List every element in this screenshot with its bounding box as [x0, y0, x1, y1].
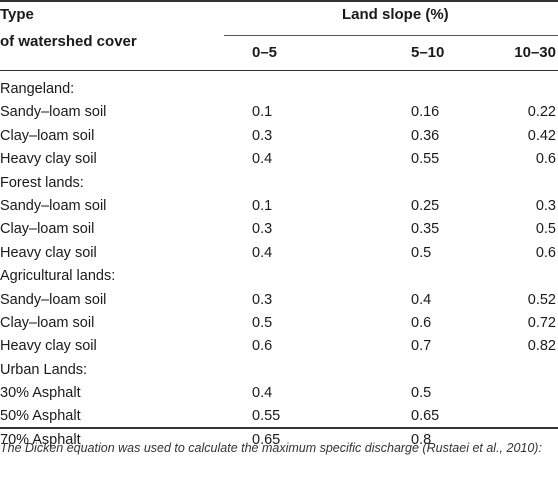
table-row: 70% Asphalt 0.65 0.8: [0, 430, 558, 453]
row-value: 0.3: [535, 197, 556, 214]
row-label: Clay–loam soil: [0, 127, 95, 144]
row-value: 0.1: [252, 197, 273, 214]
row-value: 0.16: [411, 104, 440, 121]
header-col-0-5: 0–5: [252, 44, 278, 61]
table-row: Forest lands:: [0, 173, 558, 196]
table-row: Clay–loam soil 0.3 0.36 0.42: [0, 126, 558, 149]
row-value: 0.6: [252, 338, 273, 355]
table-row: Sandy–loam soil 0.1 0.25 0.3: [0, 196, 558, 219]
table-row: 50% Asphalt 0.55 0.65: [0, 406, 558, 429]
row-value: 0.4: [252, 244, 273, 261]
row-value: 0.35: [411, 221, 440, 238]
row-label: Rangeland:: [0, 81, 75, 97]
row-label: Clay–loam soil: [0, 221, 95, 238]
row-label: 50% Asphalt: [0, 408, 81, 425]
row-value: 0.5: [411, 244, 432, 261]
header-col-5-10: 5–10: [411, 44, 445, 61]
row-label: Agricultural lands:: [0, 268, 116, 285]
row-value: 0.52: [527, 291, 556, 308]
table-top-rule: [0, 0, 558, 2]
row-value: 0.1: [252, 104, 273, 121]
table-row: 30% Asphalt 0.4 0.5: [0, 383, 558, 406]
row-value: 0.3: [252, 291, 273, 308]
header-bottom-rule: [0, 70, 558, 71]
table-row: Heavy clay soil 0.4 0.55 0.6: [0, 149, 558, 172]
row-value: 0.65: [411, 408, 440, 425]
table-row: Agricultural lands:: [0, 266, 558, 289]
table-row: Rangeland:: [0, 79, 558, 102]
row-value: 0.7: [411, 338, 432, 355]
row-value: 0.65: [252, 431, 281, 448]
table-row: Heavy clay soil 0.6 0.7 0.82: [0, 336, 558, 359]
row-value: 0.55: [252, 408, 281, 425]
table-row: Heavy clay soil 0.4 0.5 0.6: [0, 243, 558, 266]
row-label: Forest lands:: [0, 174, 84, 191]
row-value: 0.22: [527, 104, 556, 121]
table-row: Sandy–loam soil 0.3 0.4 0.52: [0, 290, 558, 313]
row-label: Urban Lands:: [0, 361, 88, 378]
row-value: 0.8: [411, 431, 432, 448]
row-value: 0.3: [252, 127, 273, 144]
row-value: 0.82: [527, 338, 556, 355]
row-value: 0.6: [535, 244, 556, 261]
row-value: 0.4: [252, 385, 273, 402]
row-label: Heavy clay soil: [0, 338, 97, 355]
table-row: Urban Lands:: [0, 360, 558, 383]
row-value: 0.5: [535, 221, 556, 238]
row-label: Sandy–loam soil: [0, 197, 107, 214]
row-label: Heavy clay soil: [0, 244, 97, 261]
row-value: 0.25: [411, 197, 440, 214]
table-body: Rangeland: Sandy–loam soil 0.1 0.16 0.22 Clay…: [0, 79, 558, 453]
row-value: 0.4: [252, 151, 273, 168]
row-value: 0.72: [527, 314, 556, 331]
row-value: 0.4: [411, 291, 432, 308]
table-footnote: The Dicken equation was used to calculat…: [0, 441, 542, 455]
row-value: 0.6: [535, 151, 556, 168]
row-label: 70% Asphalt: [0, 431, 81, 448]
table-row: Clay–loam soil 0.5 0.6 0.72: [0, 313, 558, 336]
row-value: 0.55: [411, 151, 440, 168]
row-label: Sandy–loam soil: [0, 104, 107, 121]
row-value: 0.42: [527, 127, 556, 144]
row-value: 0.5: [411, 385, 432, 402]
row-value: 0.6: [411, 314, 432, 331]
header-span-rule: [224, 35, 558, 36]
row-label: 30% Asphalt: [0, 385, 81, 402]
table-row: Sandy–loam soil 0.1 0.16 0.22: [0, 102, 558, 125]
row-value: 0.5: [252, 314, 273, 331]
header-land-slope: Land slope (%): [342, 6, 449, 23]
row-value: 0.36: [411, 127, 440, 144]
row-value: 0.3: [252, 221, 273, 238]
header-type-line1: Type: [0, 6, 34, 23]
header-type-line2: of watershed cover: [0, 33, 137, 50]
row-label: Heavy clay soil: [0, 151, 97, 168]
table-bottom-rule: [0, 427, 558, 429]
header-col-10-30: 10–30: [514, 44, 556, 61]
row-label: Sandy–loam soil: [0, 291, 107, 308]
table-row: Clay–loam soil 0.3 0.35 0.5: [0, 219, 558, 242]
row-label: Clay–loam soil: [0, 314, 95, 331]
